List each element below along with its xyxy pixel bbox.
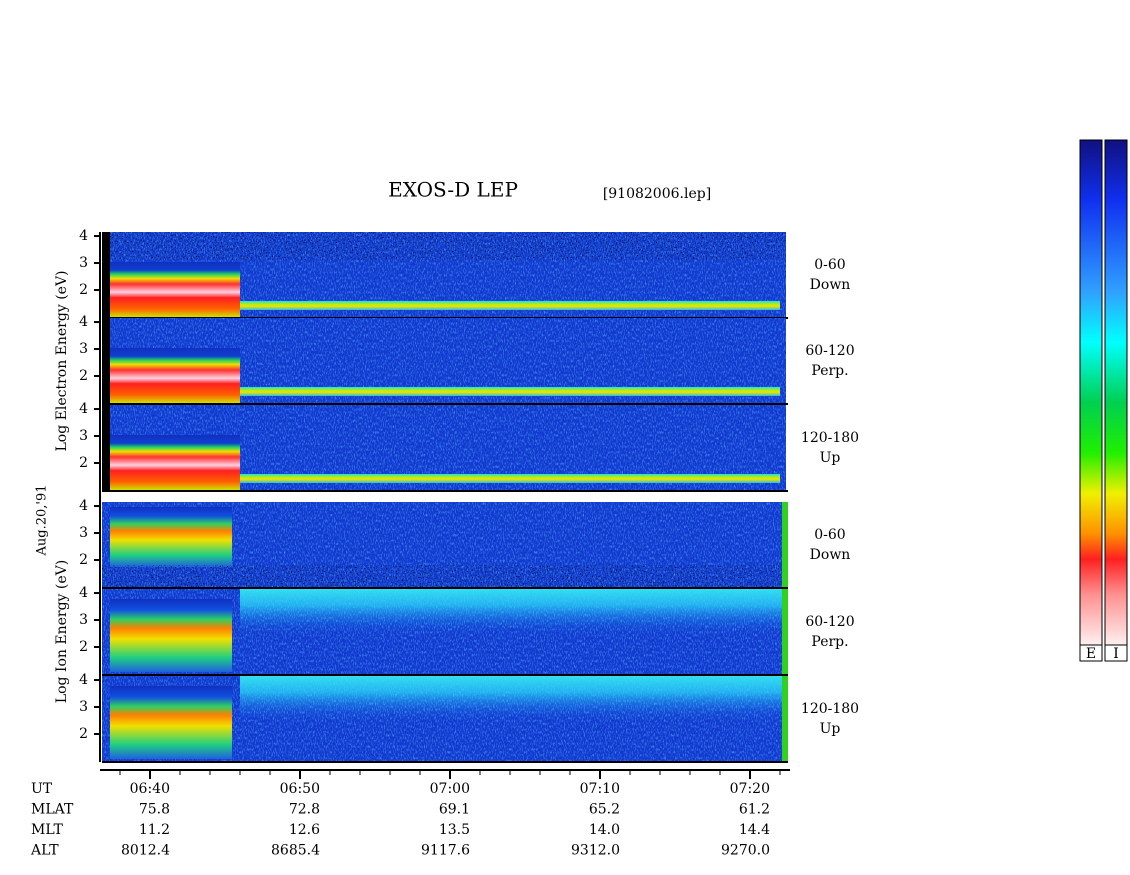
panel-strip — [782, 676, 788, 761]
panel-label: Down — [810, 277, 851, 293]
panel-strip — [782, 502, 788, 587]
row-value: 9117.6 — [421, 843, 470, 859]
row-value: 65.2 — [589, 802, 620, 818]
y-tick-label: 4 — [79, 228, 88, 244]
row-value: 8685.4 — [271, 843, 320, 859]
y-tick-label: 4 — [79, 314, 88, 330]
row-value: 61.2 — [739, 802, 770, 818]
row-value: 07:00 — [430, 781, 470, 797]
y-tick-label: 4 — [79, 672, 88, 688]
panel-label: Down — [810, 547, 851, 563]
panel-line — [240, 387, 780, 396]
row-name: ALT — [30, 843, 59, 859]
y-tick-label: 4 — [79, 585, 88, 601]
panel-label: 0-60 — [814, 257, 845, 273]
panel-label: 60-120 — [805, 343, 854, 359]
panel-edge — [102, 318, 110, 403]
panel-block — [110, 435, 240, 490]
row-value: 12.6 — [289, 822, 320, 838]
panel-label: Up — [820, 450, 841, 466]
panel-label: Perp. — [811, 363, 848, 379]
row-value: 07:10 — [580, 781, 620, 797]
row-value: 14.4 — [739, 822, 770, 838]
y-tick-label: 2 — [79, 455, 88, 471]
panel-edge — [102, 232, 110, 317]
panels — [102, 232, 788, 763]
y-axis-label: Log Electron Energy (eV) — [54, 270, 70, 451]
colorbar — [1079, 139, 1103, 646]
row-value: 8012.4 — [121, 843, 170, 859]
y-axis-label: Log Ion Energy (eV) — [54, 560, 70, 703]
y-tick-label: 3 — [79, 525, 88, 541]
panel-label: 120-180 — [801, 701, 859, 717]
y-tick-label: 4 — [79, 401, 88, 417]
row-value: 69.1 — [439, 802, 470, 818]
y-tick-label: 3 — [79, 612, 88, 628]
y-tick-label: 2 — [79, 552, 88, 568]
y-tick-label: 3 — [79, 255, 88, 271]
panel-dark — [102, 232, 786, 260]
row-name: UT — [31, 781, 53, 797]
panel-block — [110, 348, 240, 403]
date-label: Aug.20,'91 — [35, 484, 50, 556]
y-tick-label: 3 — [79, 428, 88, 444]
panel-label: 60-120 — [805, 614, 854, 630]
panel-line — [240, 474, 780, 483]
row-value: 06:50 — [280, 781, 320, 797]
panel-dark — [102, 565, 786, 587]
row-value: 06:40 — [130, 781, 170, 797]
row-value: 9270.0 — [721, 843, 770, 859]
row-value: 72.8 — [289, 802, 320, 818]
panel-label: 120-180 — [801, 430, 859, 446]
row-value: 13.5 — [439, 822, 470, 838]
y-tick-label: 4 — [79, 498, 88, 514]
panel-label: Up — [820, 721, 841, 737]
chart-title: EXOS-D LEP — [388, 178, 518, 202]
panel-line — [240, 301, 780, 310]
row-value: 9312.0 — [571, 843, 620, 859]
colorbar-label: E — [1086, 646, 1096, 662]
colorbar-label-box — [1104, 644, 1128, 662]
row-value: 07:20 — [730, 781, 770, 797]
panel-edge — [102, 405, 110, 490]
panel-strip — [782, 589, 788, 674]
y-tick-label: 3 — [79, 341, 88, 357]
colorbar-label-box — [1079, 644, 1103, 662]
row-name: MLT — [31, 822, 63, 838]
row-value: 75.8 — [139, 802, 170, 818]
y-tick-label: 3 — [79, 699, 88, 715]
row-value: 11.2 — [139, 822, 170, 838]
y-tick-label: 2 — [79, 282, 88, 298]
panel-block — [110, 599, 232, 672]
colorbar — [1104, 139, 1128, 646]
y-tick-label: 2 — [79, 639, 88, 655]
row-value: 14.0 — [589, 822, 620, 838]
panel-label: 0-60 — [814, 527, 845, 543]
panel-block — [110, 507, 232, 567]
panel-block — [110, 686, 232, 759]
row-name: MLAT — [31, 802, 74, 818]
file-name: [91082006.lep] — [603, 186, 711, 202]
y-tick-label: 2 — [79, 368, 88, 384]
colorbar-label: I — [1113, 646, 1119, 662]
panel-block — [110, 262, 240, 317]
panel-label: Perp. — [811, 634, 848, 650]
y-tick-label: 2 — [79, 726, 88, 742]
